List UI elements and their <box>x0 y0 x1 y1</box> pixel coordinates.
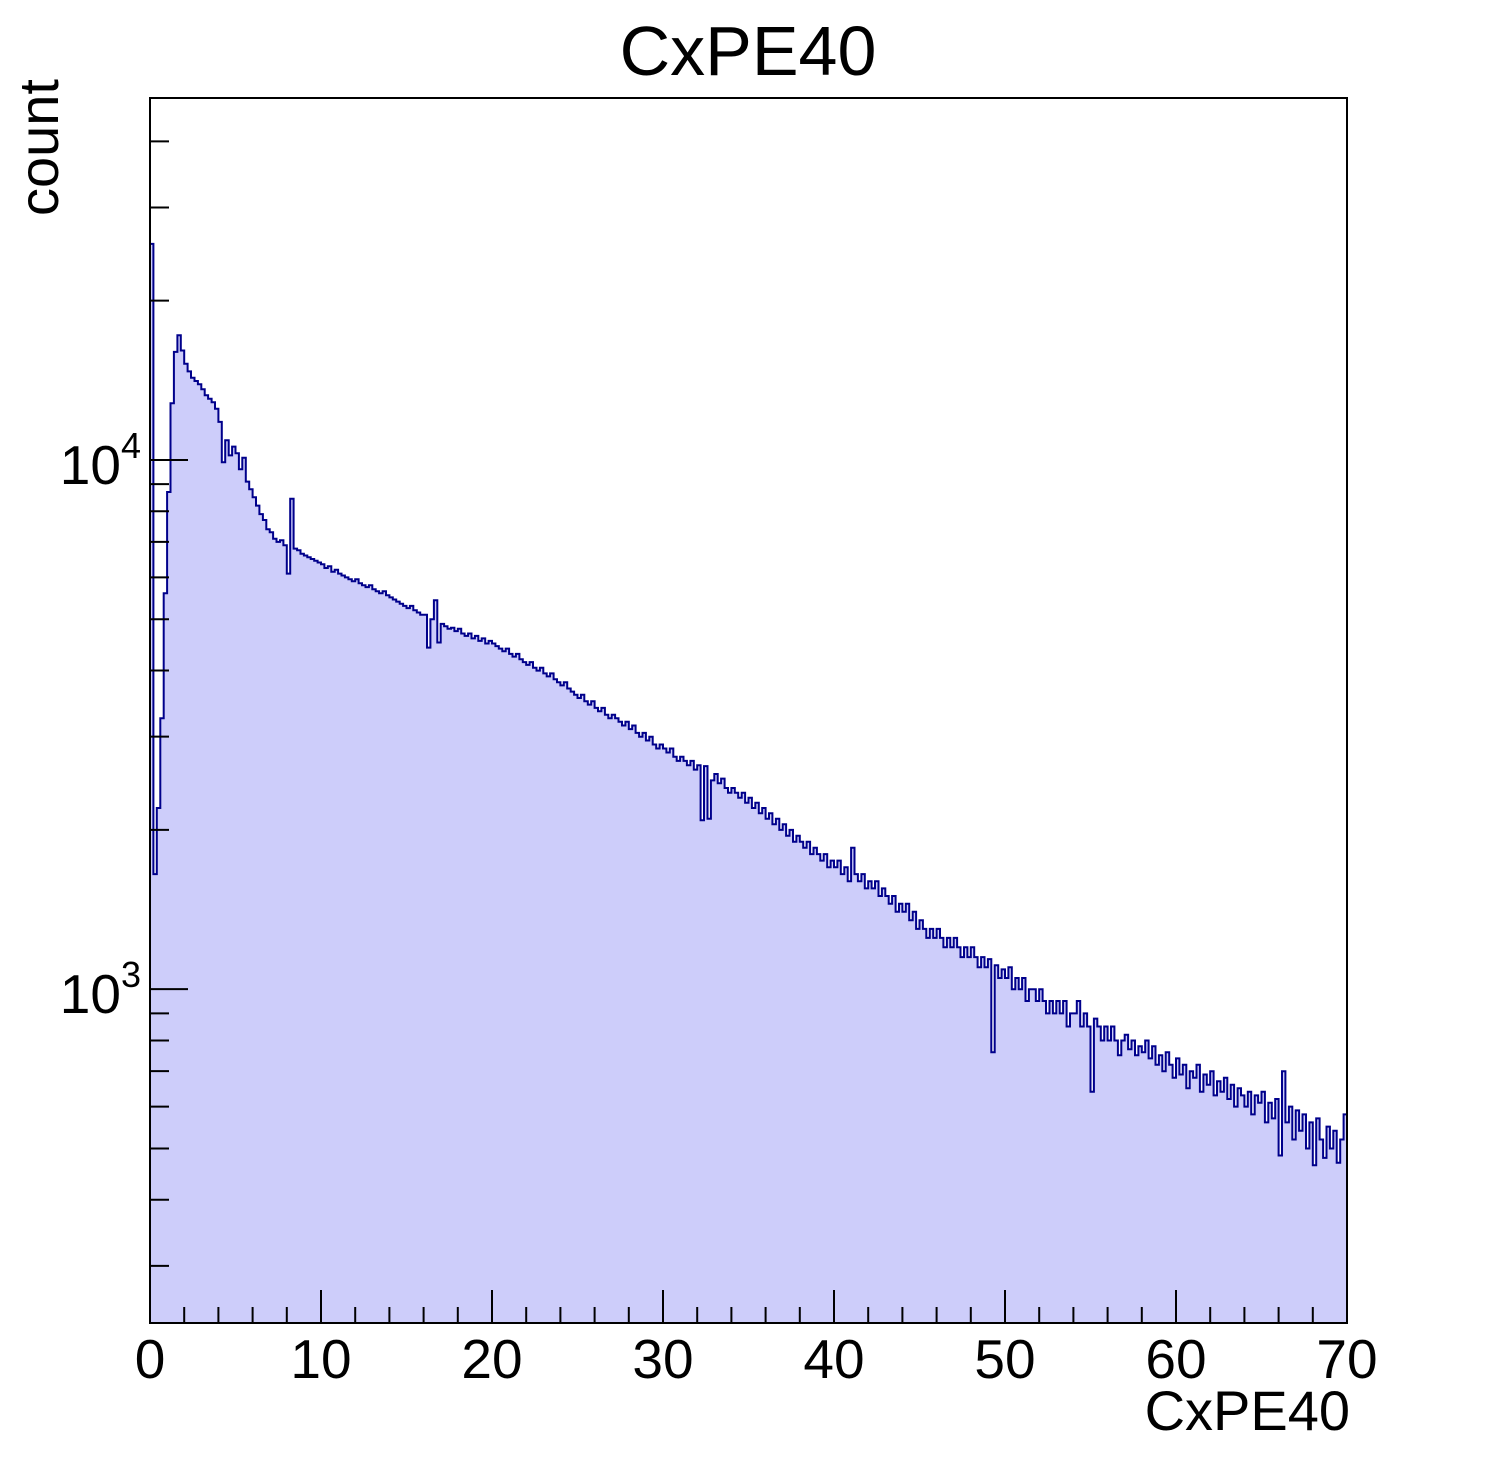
x-tick-label: 40 <box>803 1328 864 1390</box>
y-tick-label: 103 <box>60 954 141 1025</box>
plot-frame <box>149 97 1348 1324</box>
x-axis-title: CxPE40 <box>1145 1379 1350 1442</box>
x-tick-label: 60 <box>1145 1328 1206 1390</box>
x-tick-label: 70 <box>1316 1328 1377 1390</box>
y-tick-label: 104 <box>60 425 141 496</box>
x-tick-label: 50 <box>974 1328 1035 1390</box>
axis-tick-labels: 0 10 20 30 40 50 60 70 103 104 <box>60 425 1378 1390</box>
x-tick-label: 10 <box>290 1328 351 1390</box>
x-tick-label: 0 <box>135 1328 166 1390</box>
x-tick-label: 20 <box>461 1328 522 1390</box>
y-axis-title: count <box>7 79 70 216</box>
x-tick-label: 30 <box>632 1328 693 1390</box>
plot-title: CxPE40 <box>620 12 877 90</box>
axis-ticks <box>149 140 1348 1323</box>
histogram-path <box>149 242 1348 1323</box>
